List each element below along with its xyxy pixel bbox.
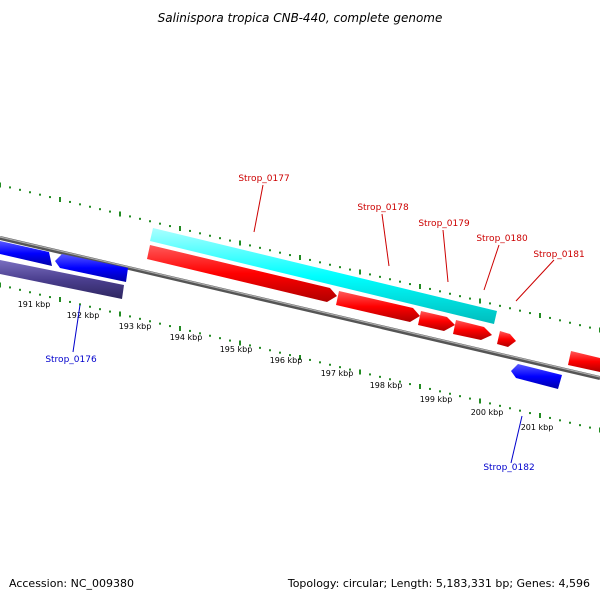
genome-summary-text: Topology: circular; Length: 5,183,331 bp… (287, 577, 590, 590)
lower-tick-ring (0, 282, 600, 433)
callout-line-strop-0179 (442, 229, 449, 283)
backbone-line (0, 236, 600, 380)
gene-label-strop-0181: Strop_0181 (533, 250, 584, 260)
scale-label: 193 kbp (119, 322, 152, 331)
callout-line-strop-0182 (510, 415, 523, 464)
gene-arrow-strop-0182 (511, 364, 562, 389)
scale-label: 200 kbp (471, 408, 504, 417)
callout-line-strop-0178 (381, 213, 390, 267)
scale-label: 195 kbp (220, 345, 253, 354)
gene-label-strop-0178: Strop_0178 (357, 203, 409, 213)
callout-line-strop-0180 (483, 244, 500, 291)
callout-line-strop-0176 (72, 304, 81, 353)
scale-label: 196 kbp (270, 356, 303, 365)
accession-text: Accession: NC_009380 (9, 577, 135, 590)
scale-label: 198 kbp (370, 381, 403, 390)
scale-label: 191 kbp (18, 300, 51, 309)
gene-label-strop-0182: Strop_0182 (483, 463, 534, 473)
gene-label-strop-0179: Strop_0179 (418, 219, 470, 229)
gene-arrow-left-1 (0, 241, 52, 266)
scale-label: 197 kbp (321, 369, 354, 378)
gene-arrow-strop-0176 (55, 254, 128, 282)
gene-label-strop-0180: Strop_0180 (476, 234, 528, 244)
gene-arrow-right-edge (568, 351, 600, 372)
feature-track (0, 228, 600, 389)
gene-label-strop-0177: Strop_0177 (238, 174, 289, 184)
gene-arrow-strop-0179 (418, 311, 455, 331)
gene-arrow-strop-0180 (453, 320, 492, 340)
backbone-highlight (0, 236, 600, 378)
callout-line-strop-0181 (515, 259, 555, 302)
gene-callouts: Strop_0177 Strop_0178 Strop_0179 Strop_0… (45, 174, 584, 473)
scale-label: 201 kbp (521, 423, 554, 432)
gene-arrow-strop-0178 (336, 291, 420, 322)
callout-line-strop-0177 (253, 184, 264, 233)
scale-label: 192 kbp (67, 311, 100, 320)
scale-label: 194 kbp (170, 333, 203, 342)
dark-feature (0, 260, 124, 299)
gene-arrow-strop-0177 (147, 245, 337, 302)
map-title: Salinispora tropica CNB-440, complete ge… (158, 11, 443, 25)
gene-arrow-strop-0181 (497, 331, 516, 347)
upper-tick-ring (0, 182, 600, 333)
scale-label: 199 kbp (420, 395, 453, 404)
cyan-feature (150, 228, 497, 324)
scale-labels: 191 kbp 192 kbp 193 kbp 194 kbp 195 kbp 196 k… (18, 300, 554, 432)
gene-label-strop-0176: Strop_0176 (45, 355, 97, 365)
